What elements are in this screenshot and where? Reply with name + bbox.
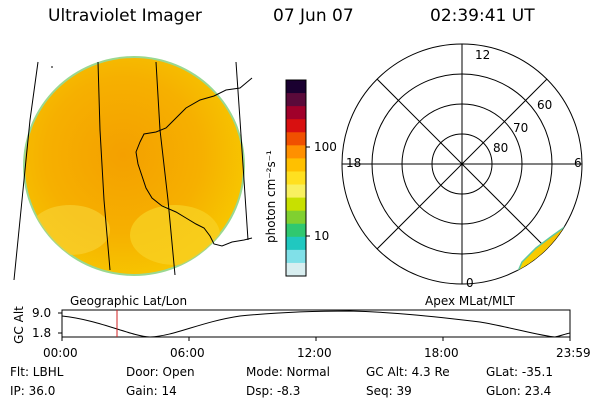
- time-label: 02:39:41 UT: [430, 6, 535, 26]
- timeline-xtick-2: 12:00: [297, 346, 332, 360]
- colorbar-unit-label: photon cm⁻²s⁻¹: [264, 150, 278, 243]
- mlt-label-18: 18: [346, 156, 362, 170]
- date-label: 07 Jun 07: [273, 6, 354, 26]
- dsp-info: Dsp: -8.3: [246, 384, 301, 398]
- colorbar-tick-10: 10: [314, 229, 330, 243]
- glat-info: GLat: -35.1: [486, 365, 553, 379]
- geographic-panel-label: Geographic Lat/Lon: [70, 294, 188, 308]
- colorbar-segment: [286, 145, 306, 159]
- uv-image-disk: [23, 56, 245, 276]
- colorbar-segment: [286, 80, 306, 94]
- timeline-xtick-4: 23:59: [556, 346, 591, 360]
- orbit-altitude-curve: [61, 310, 571, 338]
- lat-label-80: 80: [493, 141, 509, 155]
- colorbar-segment: [286, 249, 306, 264]
- coastline: [135, 77, 253, 247]
- colorbar-segment: [286, 119, 306, 133]
- colorbar-segment: [286, 132, 306, 146]
- mlt-label-0: 0: [466, 276, 474, 290]
- timeline-box: [61, 309, 571, 338]
- timeline-ytick-high: 9.0: [32, 306, 52, 320]
- colorbar-segment: [286, 158, 306, 173]
- colorbar: [286, 80, 306, 277]
- timeline-ytick-low: 1.8: [32, 326, 52, 340]
- polar-plot: [341, 43, 583, 285]
- colorbar-segment: [286, 210, 306, 225]
- colorbar-segment: [286, 93, 306, 107]
- seq-info: Seq: 39: [366, 384, 412, 398]
- colorbar-segment: [286, 262, 306, 277]
- mode-info: Mode: Normal: [246, 365, 330, 379]
- filter-info: Flt: LBHL: [10, 365, 64, 379]
- colorbar-segment: [286, 106, 306, 120]
- timeline-axis-label: GC Alt: [12, 306, 26, 344]
- colorbar-segment: [286, 184, 306, 199]
- apex-panel-label: Apex MLat/MLT: [425, 294, 515, 308]
- timeline-xtick-0: 00:00: [43, 346, 78, 360]
- gain-info: Gain: 14: [126, 384, 177, 398]
- instrument-title: Ultraviolet Imager: [48, 6, 202, 26]
- glon-info: GLon: 23.4: [486, 384, 552, 398]
- geographic-grid: [13, 61, 249, 281]
- colorbar-segment: [286, 197, 306, 212]
- gc-alt-info: GC Alt: 4.3 Re: [366, 365, 450, 379]
- lat-label-60: 60: [537, 98, 553, 112]
- mlt-label-6: 6: [574, 156, 582, 170]
- colorbar-segment: [286, 171, 306, 186]
- colorbar-segment: [286, 236, 306, 251]
- mlt-label-12: 12: [475, 48, 491, 62]
- colorbar-segment: [286, 223, 306, 238]
- auroral-oval-patch: [515, 218, 582, 282]
- ip-info: IP: 36.0: [10, 384, 56, 398]
- colorbar-tick-100: 100: [314, 140, 337, 154]
- door-info: Door: Open: [126, 365, 195, 379]
- timeline-xtick-1: 06:00: [170, 346, 205, 360]
- lat-label-70: 70: [513, 121, 529, 135]
- timeline-xtick-3: 18:00: [424, 346, 459, 360]
